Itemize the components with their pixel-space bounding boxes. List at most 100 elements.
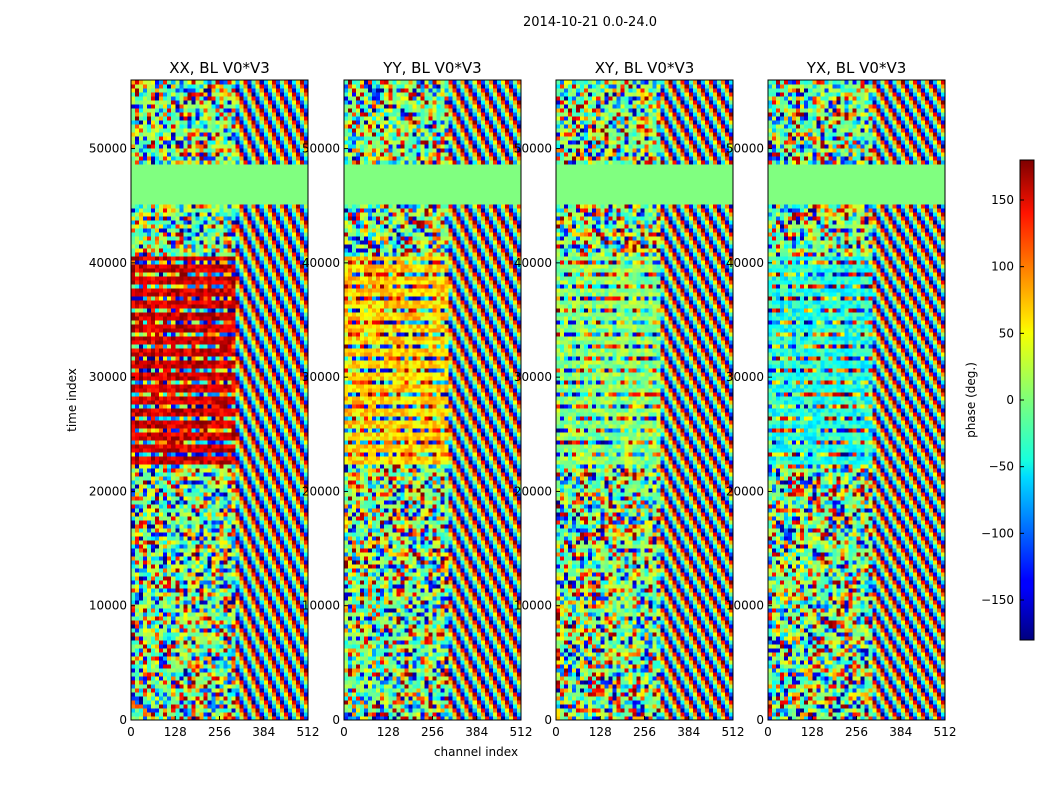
- heatmap-cell: [203, 508, 207, 512]
- heatmap-cell: [179, 300, 183, 304]
- heatmap-cell: [191, 288, 195, 292]
- heatmap-cell: [143, 496, 147, 500]
- heatmap-cell: [187, 328, 191, 332]
- heatmap-cell: [272, 492, 276, 496]
- heatmap-cell: [232, 568, 236, 572]
- heatmap-cell: [276, 524, 280, 528]
- heatmap-cell: [195, 580, 199, 584]
- heatmap-cell: [264, 516, 268, 520]
- heatmap-cell: [175, 352, 179, 356]
- heatmap-cell: [143, 348, 147, 352]
- heatmap-cell: [175, 384, 179, 388]
- heatmap-cell: [143, 388, 147, 392]
- heatmap-cell: [215, 436, 219, 440]
- heatmap-cell: [240, 620, 244, 624]
- heatmap-cell: [280, 312, 284, 316]
- heatmap-cell: [179, 332, 183, 336]
- heatmap-cell: [224, 588, 228, 592]
- heatmap-cell: [300, 336, 304, 340]
- heatmap-cell: [147, 316, 151, 320]
- heatmap-cell: [252, 448, 256, 452]
- heatmap-cell: [171, 276, 175, 280]
- heatmap-cell: [171, 616, 175, 620]
- heatmap-cell: [183, 348, 187, 352]
- heatmap-cell: [276, 304, 280, 308]
- heatmap-cell: [268, 644, 272, 648]
- heatmap-cell: [175, 512, 179, 516]
- heatmap-cell: [199, 500, 203, 504]
- heatmap-cell: [179, 420, 183, 424]
- heatmap-cell: [220, 560, 224, 564]
- heatmap-cell: [163, 332, 167, 336]
- heatmap-cell: [179, 640, 183, 644]
- heatmap-cell: [256, 496, 260, 500]
- heatmap-cell: [240, 572, 244, 576]
- heatmap-cell: [207, 572, 211, 576]
- heatmap-cell: [163, 392, 167, 396]
- heatmap-cell: [147, 596, 151, 600]
- heatmap-cell: [163, 352, 167, 356]
- heatmap-cell: [195, 312, 199, 316]
- heatmap-cell: [252, 696, 256, 700]
- heatmap-cell: [224, 564, 228, 568]
- heatmap-cell: [248, 620, 252, 624]
- heatmap-cell: [171, 440, 175, 444]
- heatmap-cell: [151, 464, 155, 468]
- heatmap-cell: [199, 556, 203, 560]
- heatmap-cell: [179, 584, 183, 588]
- heatmap-cell: [211, 480, 215, 484]
- heatmap-cell: [195, 644, 199, 648]
- heatmap-cell: [240, 708, 244, 712]
- heatmap-cell: [159, 324, 163, 328]
- heatmap-cell: [288, 524, 292, 528]
- heatmap-cell: [135, 584, 139, 588]
- heatmap-cell: [264, 388, 268, 392]
- heatmap-cell: [300, 648, 304, 652]
- heatmap-cell: [240, 560, 244, 564]
- heatmap-cell: [195, 268, 199, 272]
- heatmap-cell: [215, 416, 219, 420]
- heatmap-cell: [215, 624, 219, 628]
- heatmap-cell: [187, 456, 191, 460]
- heatmap-cell: [187, 616, 191, 620]
- heatmap-cell: [183, 624, 187, 628]
- heatmap-cell: [135, 352, 139, 356]
- heatmap-cell: [288, 588, 292, 592]
- heatmap-cell: [207, 484, 211, 488]
- heatmap-cell: [179, 484, 183, 488]
- heatmap-cell: [248, 408, 252, 412]
- heatmap-cell: [211, 512, 215, 516]
- heatmap-cell: [131, 372, 135, 376]
- heatmap-cell: [211, 656, 215, 660]
- heatmap-cell: [284, 384, 288, 388]
- heatmap-cell: [288, 508, 292, 512]
- heatmap-cell: [187, 652, 191, 656]
- heatmap-cell: [203, 436, 207, 440]
- heatmap-cell: [252, 576, 256, 580]
- heatmap-cell: [151, 408, 155, 412]
- heatmap-cell: [252, 688, 256, 692]
- heatmap-cell: [195, 584, 199, 588]
- heatmap-cell: [143, 576, 147, 580]
- heatmap-cell: [151, 420, 155, 424]
- heatmap-cell: [195, 516, 199, 520]
- heatmap-cell: [244, 692, 248, 696]
- heatmap-cell: [167, 580, 171, 584]
- heatmap-cell: [215, 668, 219, 672]
- heatmap-cell: [171, 700, 175, 704]
- heatmap-cell: [240, 344, 244, 348]
- heatmap-cell: [199, 704, 203, 708]
- heatmap-cell: [280, 380, 284, 384]
- heatmap-cell: [195, 608, 199, 612]
- heatmap-cell: [252, 288, 256, 292]
- heatmap-cell: [143, 276, 147, 280]
- heatmap-cell: [228, 460, 232, 464]
- heatmap-cell: [215, 336, 219, 340]
- heatmap-cell: [175, 304, 179, 308]
- heatmap-cell: [151, 396, 155, 400]
- heatmap-cell: [260, 360, 264, 364]
- heatmap-cell: [240, 332, 244, 336]
- heatmap-cell: [268, 540, 272, 544]
- heatmap-cell: [199, 568, 203, 572]
- heatmap-cell: [248, 380, 252, 384]
